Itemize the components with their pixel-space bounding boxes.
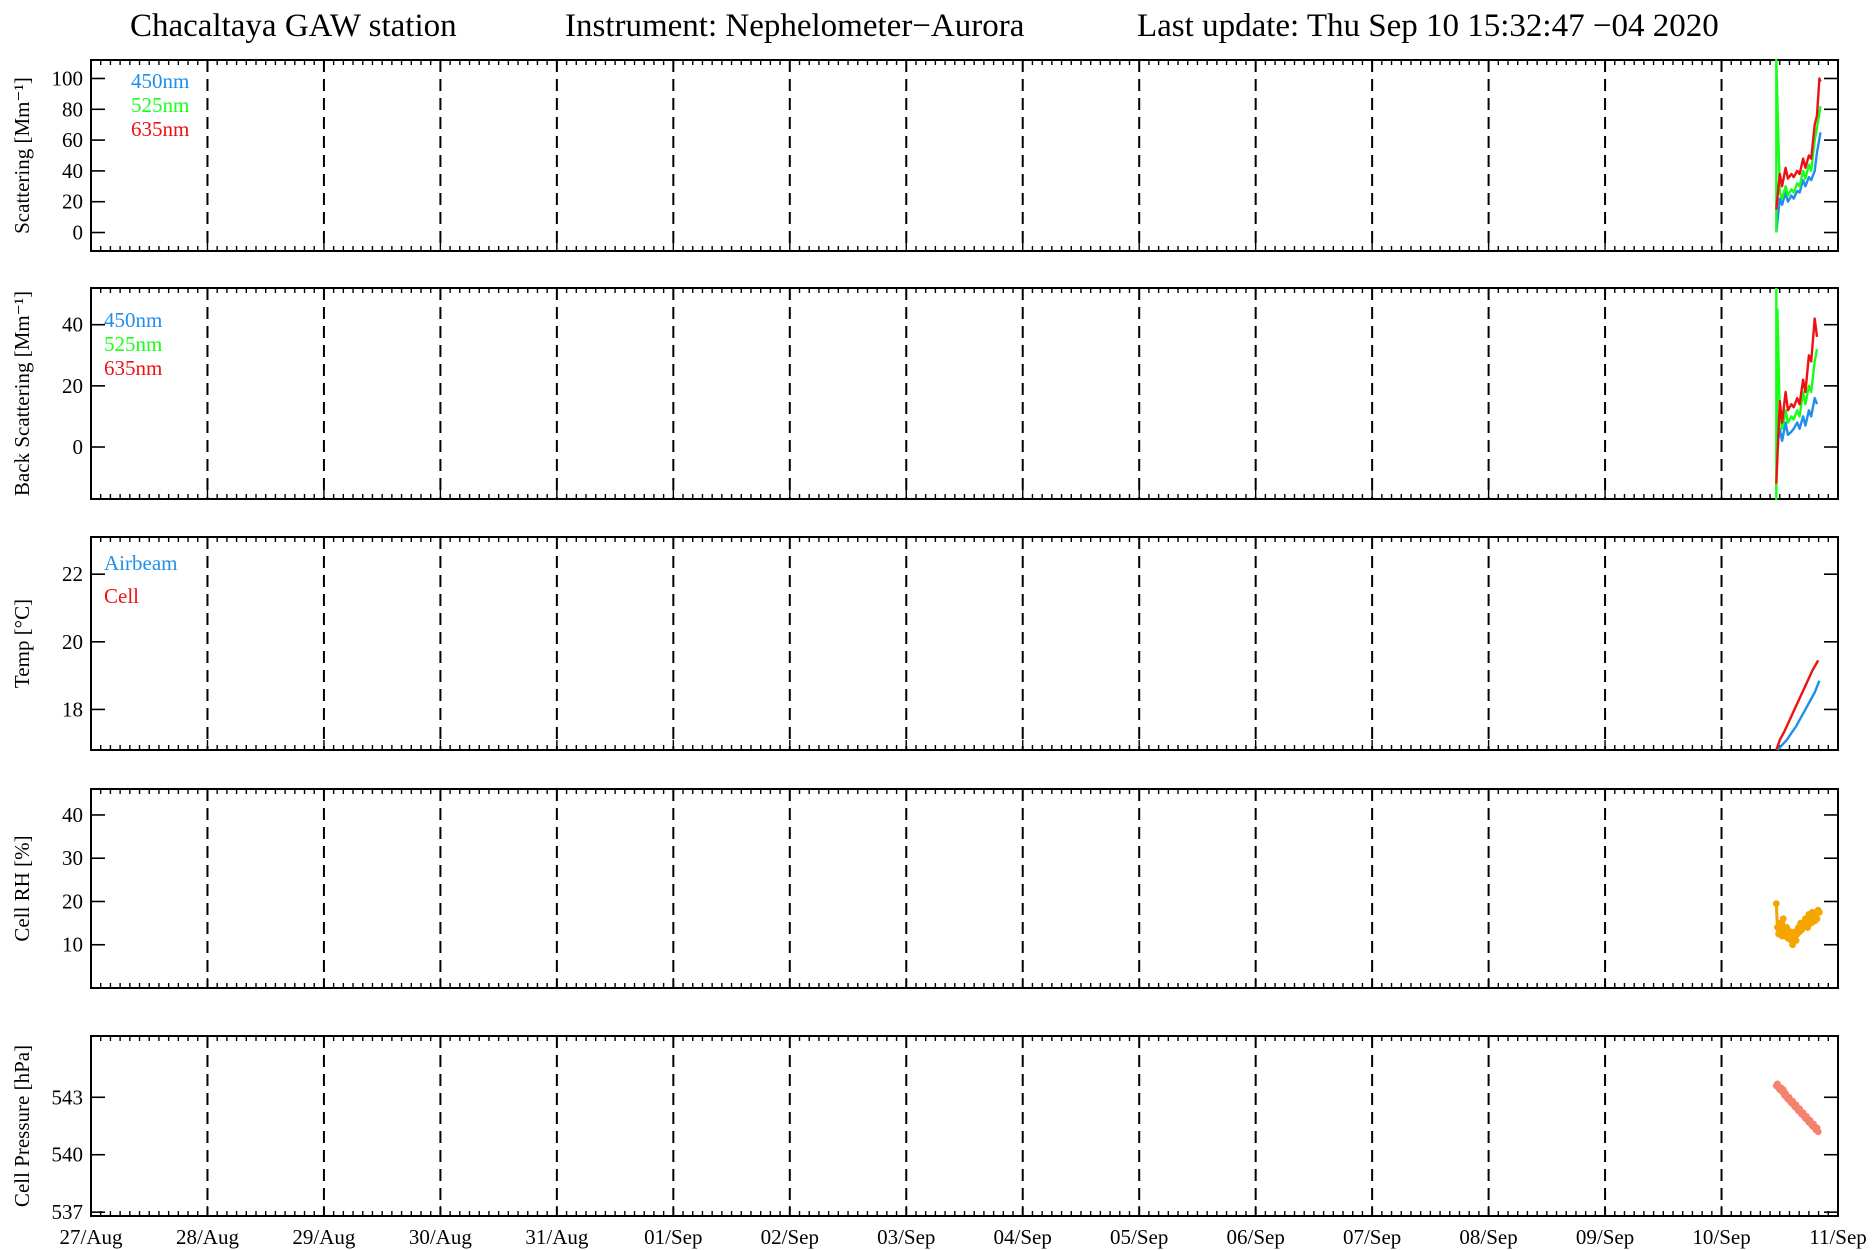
legend-entry: 635nm bbox=[131, 117, 189, 141]
series-line bbox=[1775, 77, 1822, 210]
plot-frame bbox=[90, 536, 1839, 751]
plot-frame bbox=[90, 788, 1839, 989]
legend-entry: 450nm bbox=[131, 69, 189, 93]
data-point bbox=[1815, 908, 1823, 916]
y-tick-label: 0 bbox=[73, 221, 84, 245]
x-tick-label: 09/Sep bbox=[1576, 1225, 1634, 1249]
station-title: Chacaltaya GAW station bbox=[130, 8, 457, 44]
x-tick-label: 05/Sep bbox=[1110, 1225, 1168, 1249]
series-line bbox=[1775, 659, 1820, 751]
y-axis-label: Cell Pressure [hPa] bbox=[10, 1045, 34, 1207]
data-point bbox=[1772, 900, 1780, 908]
panel-5: 537 540 543 Cell Pressure [hPa] 27/Aug 28/Aug… bbox=[10, 1035, 1867, 1249]
plot-frame bbox=[90, 1035, 1839, 1217]
series-line bbox=[1775, 288, 1819, 501]
y-axis-label: Back Scattering [Mm⁻¹] bbox=[10, 291, 34, 496]
y-axis-label: Temp [°C] bbox=[10, 599, 34, 688]
series-line bbox=[1776, 680, 1821, 751]
series-line bbox=[1775, 396, 1819, 454]
series-line bbox=[1775, 132, 1822, 233]
legend-entry: 450nm bbox=[104, 308, 162, 332]
x-tick-label: 11/Sep bbox=[1809, 1225, 1867, 1249]
x-tick-label: 02/Sep bbox=[761, 1225, 819, 1249]
x-tick-label: 01/Sep bbox=[644, 1225, 702, 1249]
data-point bbox=[1814, 1128, 1822, 1136]
panel-3: 18 20 22 Temp [°C] Airbeam Cell bbox=[10, 536, 1839, 751]
x-tick-label: 03/Sep bbox=[877, 1225, 935, 1249]
y-tick-label: 80 bbox=[62, 97, 83, 121]
plot-frame bbox=[90, 59, 1839, 252]
y-tick-label: 100 bbox=[52, 66, 84, 90]
panel-2: 0 20 40 Back Scattering [Mm⁻¹] 450nm525nm635… bbox=[10, 287, 1839, 501]
x-tick-label: 10/Sep bbox=[1692, 1225, 1750, 1249]
y-tick-label: 22 bbox=[62, 562, 83, 586]
y-tick-label: 10 bbox=[62, 933, 83, 957]
data-point bbox=[1813, 915, 1821, 923]
x-tick-label: 29/Aug bbox=[292, 1225, 356, 1249]
x-tick-label: 31/Aug bbox=[525, 1225, 589, 1249]
y-tick-label: 40 bbox=[62, 159, 83, 183]
legend-entry: 525nm bbox=[104, 332, 162, 356]
y-tick-label: 40 bbox=[62, 313, 83, 337]
chart-header: Chacaltaya GAW station Instrument: Nephe… bbox=[0, 0, 1875, 60]
y-tick-label: 20 bbox=[62, 374, 83, 398]
y-tick-label: 540 bbox=[52, 1143, 84, 1167]
y-tick-label: 40 bbox=[62, 803, 83, 827]
x-tick-label: 30/Aug bbox=[409, 1225, 473, 1249]
series-line bbox=[1775, 58, 1822, 233]
x-tick-label: 27/Aug bbox=[60, 1225, 124, 1249]
x-tick-label: 28/Aug bbox=[176, 1225, 240, 1249]
legend-entry: 525nm bbox=[131, 93, 189, 117]
legend-entry: 635nm bbox=[104, 356, 162, 380]
y-tick-label: 18 bbox=[62, 697, 83, 721]
y-tick-label: 30 bbox=[62, 846, 83, 870]
legend-entry: Cell bbox=[104, 584, 139, 608]
y-tick-label: 0 bbox=[73, 435, 84, 459]
y-tick-label: 537 bbox=[52, 1200, 84, 1224]
x-tick-label: 04/Sep bbox=[994, 1225, 1052, 1249]
y-axis-label: Scattering [Mm⁻¹] bbox=[10, 77, 34, 234]
last-update-text: Last update: Thu Sep 10 15:32:47 −04 202… bbox=[1137, 8, 1719, 44]
legend-entry: Airbeam bbox=[104, 551, 177, 575]
y-tick-label: 543 bbox=[52, 1085, 84, 1109]
y-tick-label: 60 bbox=[62, 128, 83, 152]
series-line bbox=[1775, 317, 1819, 484]
panel-4: 10 20 30 40 Cell RH [%] bbox=[10, 788, 1839, 989]
panel-1: 0 20 40 60 80 100 Scattering [Mm⁻¹] 450nm525nm6… bbox=[10, 58, 1839, 252]
x-tick-label: 08/Sep bbox=[1459, 1225, 1517, 1249]
x-tick-label: 06/Sep bbox=[1226, 1225, 1284, 1249]
data-point bbox=[1792, 937, 1800, 944]
y-tick-label: 20 bbox=[62, 889, 83, 913]
plot-frame bbox=[90, 287, 1839, 500]
y-axis-label: Cell RH [%] bbox=[10, 835, 34, 941]
data-point bbox=[1779, 915, 1787, 923]
instrument-title: Instrument: Nephelometer−Aurora bbox=[565, 8, 1025, 44]
x-tick-label: 07/Sep bbox=[1343, 1225, 1401, 1249]
y-tick-label: 20 bbox=[62, 190, 83, 214]
y-tick-label: 20 bbox=[62, 630, 83, 654]
